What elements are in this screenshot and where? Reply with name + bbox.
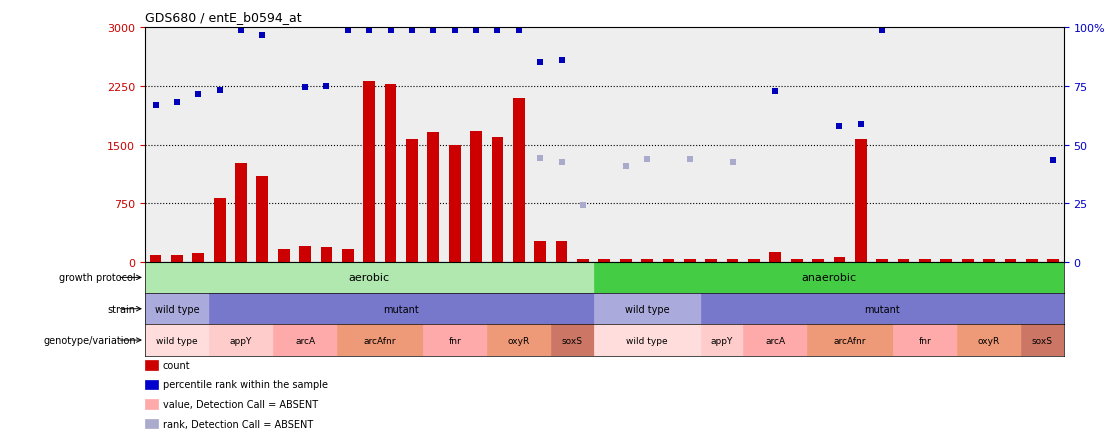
- Text: fnr: fnr: [919, 336, 931, 345]
- Text: arcA: arcA: [295, 336, 315, 345]
- Bar: [770, 252, 781, 262]
- Text: growth protocol: growth protocol: [59, 273, 136, 283]
- Text: wild type: wild type: [625, 304, 670, 314]
- Bar: [1026, 260, 1037, 262]
- Bar: [193, 253, 204, 262]
- Bar: [598, 260, 610, 262]
- Text: count: count: [163, 360, 190, 370]
- Bar: [577, 260, 589, 262]
- Bar: [422, 325, 487, 356]
- Bar: [384, 85, 397, 262]
- Bar: [619, 260, 632, 262]
- Bar: [684, 260, 696, 262]
- Text: arcAfnr: arcAfnr: [834, 336, 867, 345]
- Bar: [957, 325, 1022, 356]
- Bar: [808, 325, 893, 356]
- Bar: [854, 140, 867, 262]
- Bar: [321, 247, 332, 262]
- Text: appY: appY: [229, 336, 252, 345]
- Bar: [877, 260, 888, 262]
- Bar: [273, 325, 338, 356]
- Bar: [256, 176, 268, 262]
- Bar: [512, 99, 525, 262]
- Bar: [487, 325, 551, 356]
- Bar: [919, 260, 931, 262]
- Bar: [551, 325, 594, 356]
- Bar: [705, 260, 717, 262]
- Bar: [701, 293, 1064, 325]
- Bar: [898, 260, 909, 262]
- Text: strain: strain: [108, 304, 136, 314]
- Text: aerobic: aerobic: [349, 273, 390, 283]
- Text: appY: appY: [711, 336, 733, 345]
- Text: genotype/variation: genotype/variation: [43, 335, 136, 345]
- Bar: [701, 325, 743, 356]
- Text: wild type: wild type: [156, 336, 197, 345]
- Bar: [535, 241, 546, 262]
- Bar: [833, 257, 846, 262]
- Bar: [594, 293, 701, 325]
- Bar: [145, 262, 594, 293]
- Bar: [470, 132, 482, 262]
- Bar: [145, 293, 209, 325]
- Bar: [449, 146, 460, 262]
- Bar: [961, 260, 974, 262]
- Bar: [149, 256, 162, 262]
- Text: value, Detection Call = ABSENT: value, Detection Call = ABSENT: [163, 399, 317, 409]
- Bar: [407, 140, 418, 262]
- Bar: [594, 325, 701, 356]
- Bar: [209, 293, 594, 325]
- Text: oxyR: oxyR: [978, 336, 1000, 345]
- Bar: [726, 260, 739, 262]
- Text: soxS: soxS: [1032, 336, 1053, 345]
- Bar: [1005, 260, 1016, 262]
- Text: oxyR: oxyR: [508, 336, 530, 345]
- Text: percentile rank within the sample: percentile rank within the sample: [163, 380, 328, 389]
- Bar: [642, 260, 653, 262]
- Text: mutant: mutant: [864, 304, 900, 314]
- Text: wild type: wild type: [626, 336, 668, 345]
- Bar: [491, 138, 504, 262]
- Bar: [812, 260, 824, 262]
- Bar: [300, 247, 311, 262]
- Bar: [214, 198, 225, 262]
- Bar: [663, 260, 674, 262]
- Bar: [1022, 325, 1064, 356]
- Bar: [984, 260, 995, 262]
- Text: anaerobic: anaerobic: [801, 273, 857, 283]
- Text: GDS680 / entE_b0594_at: GDS680 / entE_b0594_at: [145, 11, 302, 24]
- Bar: [743, 325, 808, 356]
- Bar: [1047, 260, 1059, 262]
- Bar: [342, 250, 354, 262]
- Bar: [235, 164, 247, 262]
- Bar: [791, 260, 802, 262]
- Bar: [940, 260, 952, 262]
- Bar: [172, 255, 183, 262]
- Bar: [145, 325, 209, 356]
- Bar: [594, 262, 1064, 293]
- Bar: [338, 325, 422, 356]
- Bar: [428, 133, 439, 262]
- Text: arcA: arcA: [765, 336, 785, 345]
- Bar: [363, 82, 375, 262]
- Text: fnr: fnr: [448, 336, 461, 345]
- Text: soxS: soxS: [561, 336, 583, 345]
- Bar: [277, 250, 290, 262]
- Bar: [893, 325, 957, 356]
- Text: mutant: mutant: [383, 304, 419, 314]
- Bar: [749, 260, 760, 262]
- Text: rank, Detection Call = ABSENT: rank, Detection Call = ABSENT: [163, 419, 313, 428]
- Text: arcAfnr: arcAfnr: [363, 336, 397, 345]
- Bar: [209, 325, 273, 356]
- Bar: [556, 241, 567, 262]
- Text: wild type: wild type: [155, 304, 199, 314]
